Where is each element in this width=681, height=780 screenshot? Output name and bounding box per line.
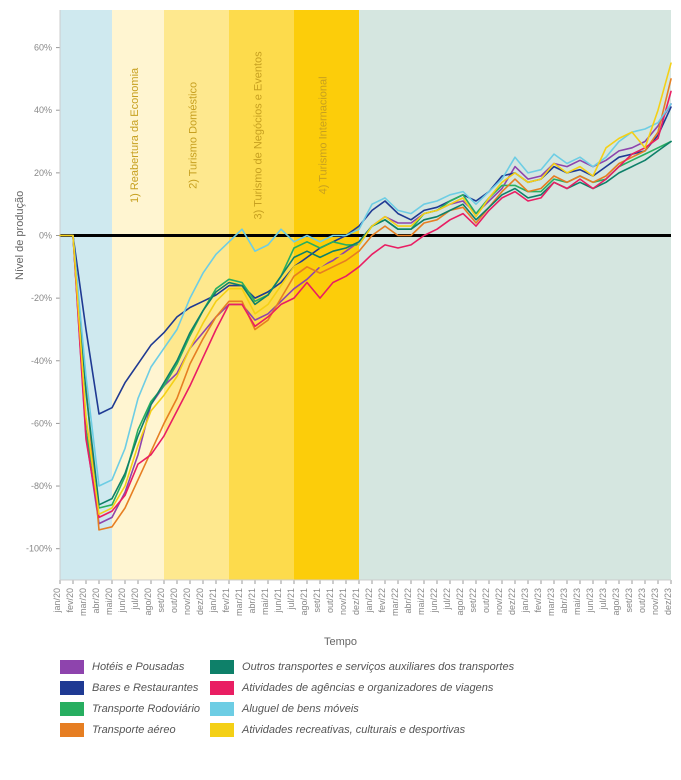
x-tick: ago/22: [455, 588, 465, 616]
y-axis-label: Nível de produção: [14, 191, 26, 280]
y-tick: -100%: [26, 544, 52, 554]
y-tick: -80%: [31, 481, 52, 491]
x-tick: mar/23: [546, 588, 556, 616]
x-tick: jan/20: [52, 588, 62, 614]
x-tick: jun/21: [273, 588, 283, 614]
legend-swatch: [210, 702, 234, 716]
x-tick: mai/21: [260, 588, 270, 615]
x-tick: ago/20: [143, 588, 153, 616]
x-tick: mar/22: [390, 588, 400, 616]
x-tick: jun/22: [429, 588, 439, 614]
legend-item: Aluguel de bens móveis: [210, 702, 514, 716]
legend-swatch: [60, 660, 84, 674]
legend-item: Transporte aéreo: [60, 723, 200, 737]
x-tick: jan/22: [364, 588, 374, 614]
legend-label: Atividades recreativas, culturais e desp…: [242, 724, 465, 736]
legend: Hotéis e Pousadas Bares e Restaurantes Tra…: [0, 648, 681, 749]
phase-label: 4) Turismo Internacional: [318, 76, 330, 194]
x-tick: jul/22: [442, 588, 452, 611]
x-tick: set/23: [624, 588, 634, 613]
phase-label: 1) Reabertura da Economia: [129, 67, 141, 203]
legend-swatch: [60, 681, 84, 695]
x-tick: ago/21: [299, 588, 309, 616]
phase-label: 3) Turismo de Negócios e Eventos: [253, 51, 265, 220]
x-tick: jan/21: [208, 588, 218, 614]
x-tick: nov/23: [650, 588, 660, 615]
legend-column: Hotéis e Pousadas Bares e Restaurantes Tra…: [60, 660, 200, 737]
x-tick: out/20: [169, 588, 179, 613]
x-tick: jul/23: [598, 588, 608, 611]
y-tick: -40%: [31, 356, 52, 366]
x-tick: abr/23: [559, 588, 569, 614]
x-tick: set/20: [156, 588, 166, 613]
legend-label: Bares e Restaurantes: [92, 682, 198, 694]
legend-item: Outros transportes e serviços auxiliares…: [210, 660, 514, 674]
x-tick: ago/23: [611, 588, 621, 616]
x-tick: mar/21: [234, 588, 244, 616]
x-tick: mai/20: [104, 588, 114, 615]
x-tick: jul/21: [286, 588, 296, 611]
legend-swatch: [210, 723, 234, 737]
x-tick: fev/21: [221, 588, 231, 613]
x-tick: out/23: [637, 588, 647, 613]
legend-label: Aluguel de bens móveis: [242, 703, 359, 715]
y-tick: 0%: [39, 230, 52, 240]
x-tick: abr/22: [403, 588, 413, 614]
legend-swatch: [210, 681, 234, 695]
legend-label: Transporte aéreo: [92, 724, 176, 736]
legend-label: Outros transportes e serviços auxiliares…: [242, 661, 514, 673]
x-tick: out/22: [481, 588, 491, 613]
x-tick: set/21: [312, 588, 322, 613]
x-tick: dez/22: [507, 588, 517, 615]
phase-label: 2) Turismo Doméstico: [188, 82, 200, 189]
legend-item: Transporte Rodoviário: [60, 702, 200, 716]
x-tick: fev/22: [377, 588, 387, 613]
y-tick: 40%: [34, 105, 52, 115]
x-tick: fev/23: [533, 588, 543, 613]
x-tick: jan/23: [520, 588, 530, 614]
x-tick: out/21: [325, 588, 335, 613]
legend-swatch: [210, 660, 234, 674]
x-tick: dez/21: [351, 588, 361, 615]
x-tick: set/22: [468, 588, 478, 613]
legend-item: Hotéis e Pousadas: [60, 660, 200, 674]
legend-item: Atividades de agências e organizadores d…: [210, 681, 514, 695]
phase-band: [60, 10, 112, 580]
legend-swatch: [60, 723, 84, 737]
x-tick: abr/21: [247, 588, 257, 614]
y-tick: 60%: [34, 43, 52, 53]
y-tick: -60%: [31, 418, 52, 428]
x-tick: fev/20: [65, 588, 75, 613]
y-tick: -20%: [31, 293, 52, 303]
chart-area: Nível de produção 1) Reabertura da Econo…: [0, 0, 681, 640]
y-tick: 20%: [34, 168, 52, 178]
x-tick: jul/20: [130, 588, 140, 611]
x-tick: dez/20: [195, 588, 205, 615]
legend-label: Transporte Rodoviário: [92, 703, 200, 715]
x-tick: nov/22: [494, 588, 504, 615]
x-tick: dez/23: [663, 588, 673, 615]
line-chart: 1) Reabertura da Economia 2) Turismo Domé…: [0, 0, 681, 640]
x-tick: abr/20: [91, 588, 101, 614]
x-tick: mai/22: [416, 588, 426, 615]
x-tick: jun/23: [585, 588, 595, 614]
x-tick: nov/20: [182, 588, 192, 615]
phase-band: [359, 10, 671, 580]
legend-item: Atividades recreativas, culturais e desp…: [210, 723, 514, 737]
x-tick: mai/23: [572, 588, 582, 615]
legend-item: Bares e Restaurantes: [60, 681, 200, 695]
legend-label: Hotéis e Pousadas: [92, 661, 184, 673]
legend-label: Atividades de agências e organizadores d…: [242, 682, 493, 694]
x-tick: mar/20: [78, 588, 88, 616]
x-tick: jun/20: [117, 588, 127, 614]
x-tick: nov/21: [338, 588, 348, 615]
legend-column: Outros transportes e serviços auxiliares…: [210, 660, 514, 737]
legend-swatch: [60, 702, 84, 716]
